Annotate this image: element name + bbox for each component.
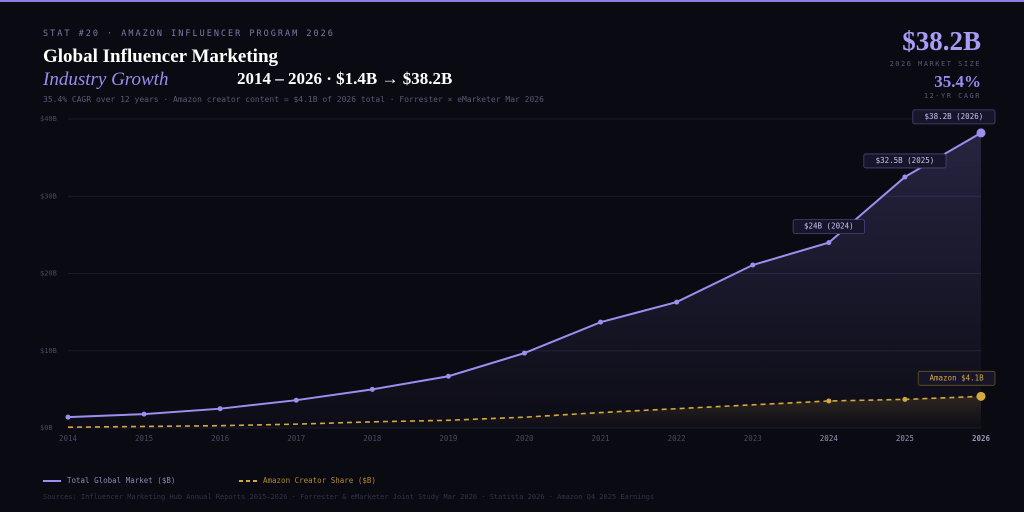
x-tick-label: 2024 xyxy=(820,434,839,443)
data-point xyxy=(445,373,451,379)
kpi-label: 12-YR CAGR xyxy=(923,92,981,100)
data-point xyxy=(141,411,147,417)
kpi-value: 35.4% xyxy=(934,72,981,91)
data-label: $24B (2024) xyxy=(804,222,854,231)
label-box xyxy=(917,370,996,386)
legend-label: Total Global Market ($B) xyxy=(67,476,175,485)
x-tick-label: 2020 xyxy=(515,434,534,443)
data-label: Amazon $4.1B xyxy=(930,373,985,382)
x-tick-label: 2021 xyxy=(592,434,610,443)
kpi-value: $38.2B xyxy=(902,26,981,56)
label-box xyxy=(863,153,947,169)
data-point xyxy=(65,414,71,420)
area xyxy=(68,396,981,428)
title-accent: Industry Growth xyxy=(43,69,169,90)
x-tick-label: 2016 xyxy=(211,434,230,443)
label-box xyxy=(912,109,996,125)
y-tick-label: $10B xyxy=(40,347,57,355)
data-point xyxy=(750,262,756,268)
source: Sources: Influencer Marketing Hub Annual… xyxy=(43,493,655,501)
data-point xyxy=(902,174,908,180)
headline: 2014 – 2026 · $1.4B → $38.2B xyxy=(237,69,453,88)
x-tick-label: 2018 xyxy=(363,434,382,443)
x-tick-label: 2026 xyxy=(972,434,991,443)
data-point xyxy=(826,240,832,246)
x-tick-label: 2014 xyxy=(59,434,78,443)
data-label: $32.5B (2025) xyxy=(876,156,935,165)
subtitle: 35.4% CAGR over 12 years · Amazon creato… xyxy=(43,95,544,104)
data-point xyxy=(826,398,832,404)
kpi-label: 2026 MARKET SIZE xyxy=(889,60,981,68)
legend-label: Amazon Creator Share ($B) xyxy=(263,476,376,485)
data-point xyxy=(293,397,299,403)
data-point xyxy=(902,396,908,402)
data-label: $38.2B (2026) xyxy=(925,112,984,121)
x-tick-label: 2025 xyxy=(896,434,914,443)
y-tick-label: $40B xyxy=(40,115,57,123)
y-tick-label: $0B xyxy=(40,424,53,432)
area xyxy=(68,132,981,428)
y-tick-label: $30B xyxy=(40,192,57,200)
data-point xyxy=(674,299,680,305)
data-point xyxy=(217,406,223,412)
y-tick-label: $20B xyxy=(40,270,57,278)
label-box xyxy=(792,219,865,235)
data-point xyxy=(976,128,986,138)
x-tick-label: 2017 xyxy=(287,434,305,443)
kicker: STAT #20 · AMAZON INFLUENCER PROGRAM 202… xyxy=(43,29,335,39)
data-point xyxy=(976,391,986,401)
data-point xyxy=(522,350,527,356)
chart-title: Global Influencer Marketing xyxy=(43,46,279,67)
data-point xyxy=(598,319,604,325)
x-tick-label: 2023 xyxy=(744,434,762,443)
x-tick-label: 2022 xyxy=(668,434,686,443)
data-point xyxy=(369,386,375,392)
x-tick-label: 2015 xyxy=(135,434,153,443)
x-tick-label: 2019 xyxy=(439,434,457,443)
